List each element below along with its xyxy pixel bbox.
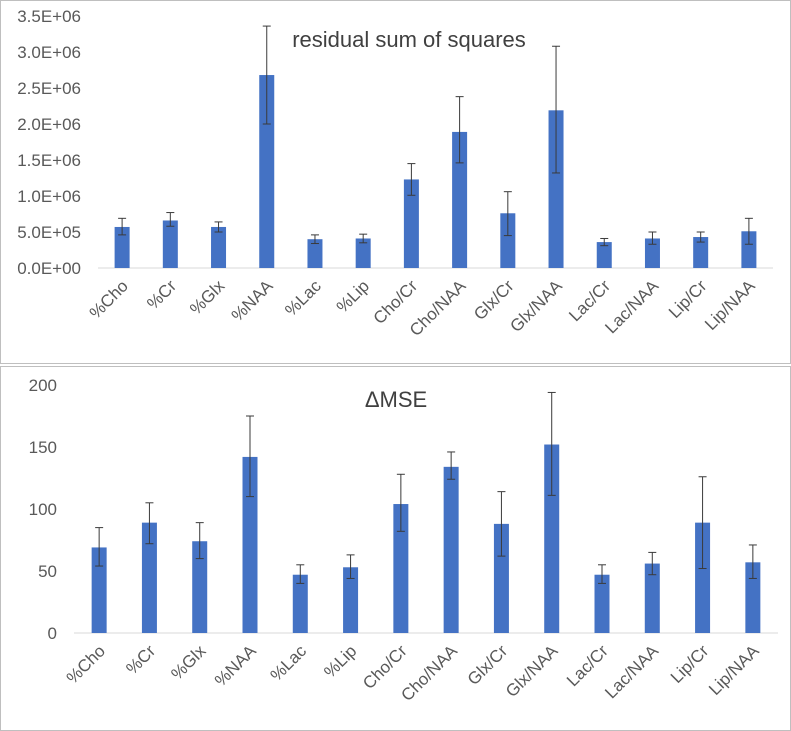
bar <box>548 110 564 268</box>
rss-chart-panel: residual sum of squares 0.0E+00 5.0E+05 1.… <box>0 0 791 364</box>
error-bar <box>598 564 606 584</box>
error-bar <box>648 231 657 245</box>
y-tick-label: 5.0E+05 <box>17 223 81 242</box>
bar <box>343 567 359 633</box>
error-bar <box>748 544 757 579</box>
y-tick-label: 1.5E+06 <box>17 151 81 170</box>
category-label: %Lip <box>333 276 373 316</box>
category-label: %NAA <box>211 641 260 690</box>
error-bar <box>95 527 104 567</box>
category-label: %Cr <box>122 641 159 678</box>
category-label: Glx/Cr <box>464 641 512 689</box>
category-label: Lac/NAA <box>601 276 662 337</box>
error-bar <box>118 217 127 236</box>
bar <box>443 466 459 633</box>
bar <box>500 213 516 268</box>
bar <box>91 547 107 633</box>
bar <box>544 444 560 633</box>
category-label: %Cho <box>63 641 109 687</box>
bar <box>393 504 409 633</box>
error-bar <box>698 476 707 570</box>
bar <box>594 574 610 633</box>
bar <box>596 242 612 268</box>
y-tick-label: 3.0E+06 <box>17 43 81 62</box>
rss-chart: residual sum of squares 0.0E+00 5.0E+05 1.… <box>17 7 773 340</box>
bar <box>693 237 709 268</box>
error-bar <box>262 25 271 125</box>
y-tick-label: 1.0E+06 <box>17 187 81 206</box>
bar <box>695 522 711 633</box>
bar <box>644 238 660 268</box>
category-label: %Glx <box>186 276 229 319</box>
y-tick-label: 3.5E+06 <box>17 7 81 26</box>
bar <box>162 220 178 268</box>
error-bar <box>396 473 405 532</box>
error-bar <box>744 217 753 245</box>
category-label: Lip/NAA <box>705 641 763 699</box>
bar <box>211 226 227 268</box>
error-bar <box>145 502 154 545</box>
error-bar <box>455 96 464 164</box>
error-bar <box>600 237 609 247</box>
bar <box>192 541 208 633</box>
error-bar <box>497 491 506 557</box>
bar <box>452 131 468 268</box>
error-bar <box>346 554 355 579</box>
y-tick-label: 0 <box>48 624 57 643</box>
bar <box>141 522 157 633</box>
bar <box>493 523 509 633</box>
error-bar <box>407 163 416 196</box>
category-label: %Cho <box>86 276 132 322</box>
category-label: %Lac <box>267 641 311 685</box>
y-tick-label: 50 <box>38 562 57 581</box>
category-label: Cho/NAA <box>397 641 461 705</box>
bar <box>242 456 258 633</box>
category-label: %Cr <box>143 276 180 313</box>
category-label: %Glx <box>167 641 210 684</box>
error-bar <box>552 45 561 174</box>
chart-title: ΔMSE <box>365 387 427 412</box>
y-tick-label: 200 <box>29 376 57 395</box>
error-bar <box>359 233 368 244</box>
y-tick-label: 150 <box>29 438 57 457</box>
category-label: Lip/Cr <box>665 276 711 322</box>
y-tick-label: 2.0E+06 <box>17 115 81 134</box>
error-bar <box>547 391 556 496</box>
bar <box>745 562 761 633</box>
error-bar <box>648 551 657 576</box>
category-label: %Lip <box>320 641 360 681</box>
error-bar <box>310 234 319 245</box>
y-tick-label: 0.0E+00 <box>17 259 81 278</box>
error-bar <box>296 564 305 584</box>
y-tick-label: 100 <box>29 500 57 519</box>
error-bar <box>503 191 512 237</box>
error-bar <box>195 522 204 560</box>
bar <box>292 574 308 633</box>
bar <box>114 226 130 268</box>
category-label: Lac/Cr <box>563 641 612 690</box>
category-label: Lip/Cr <box>667 641 713 687</box>
bar <box>355 238 371 268</box>
y-tick-label: 2.5E+06 <box>17 79 81 98</box>
category-label: %Lac <box>281 276 325 320</box>
bar <box>259 75 275 268</box>
category-label: Lip/NAA <box>701 276 759 334</box>
delta-mse-chart-panel: ΔMSE 0 50 100 150 200 %Cho %Cr %Glx %NAA %Lac %Lip… <box>0 366 791 731</box>
category-label: Glx/NAA <box>502 641 562 701</box>
chart-title: residual sum of squares <box>292 27 526 52</box>
category-label: Lac/NAA <box>601 641 662 702</box>
bar <box>307 239 323 268</box>
bar <box>741 231 757 268</box>
error-bar <box>696 231 705 243</box>
error-bar <box>166 212 175 227</box>
category-label: Glx/NAA <box>506 276 566 336</box>
bar <box>644 563 660 633</box>
error-bar <box>246 415 254 498</box>
error-bar <box>447 451 456 480</box>
error-bar <box>214 221 223 233</box>
category-label: %NAA <box>228 276 277 325</box>
delta-mse-chart: ΔMSE 0 50 100 150 200 %Cho %Cr %Glx %NAA %Lac %Lip… <box>29 376 778 705</box>
bar <box>403 179 419 268</box>
